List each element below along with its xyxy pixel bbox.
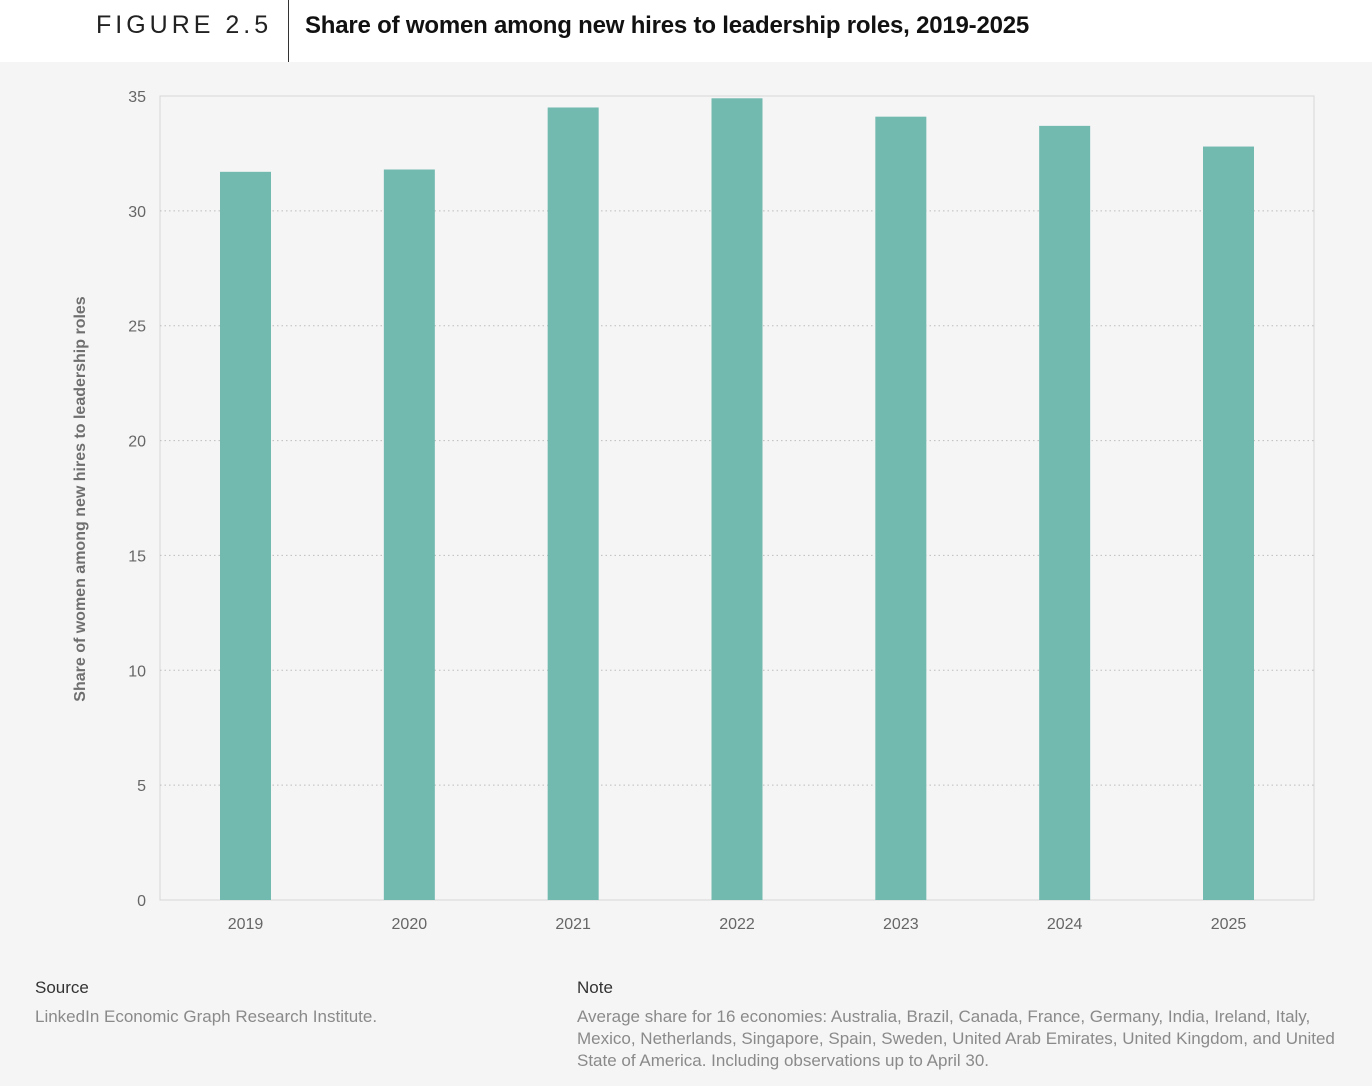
bar-2024 bbox=[1039, 125, 1091, 900]
source-text: LinkedIn Economic Graph Research Institu… bbox=[35, 1007, 378, 1026]
figure-title: Share of women among new hires to leader… bbox=[305, 12, 1030, 39]
x-tick-label: 2022 bbox=[719, 916, 755, 933]
figure-number: FIGURE 2.5 bbox=[96, 11, 273, 39]
x-tick-labels: 2019 2020 2021 2022 2023 2024 2025 bbox=[228, 916, 1247, 933]
bar-2019 bbox=[220, 171, 271, 900]
y-tick-label: 10 bbox=[128, 663, 146, 680]
y-tick-label: 35 bbox=[128, 89, 146, 106]
header-divider bbox=[288, 0, 289, 62]
note-text: Average share for 16 economies: Australi… bbox=[577, 1007, 1335, 1070]
y-tick-labels: 0 5 10 15 20 25 30 35 bbox=[128, 89, 146, 910]
x-tick-label: 2024 bbox=[1047, 916, 1083, 933]
bar-2025 bbox=[1203, 146, 1254, 901]
chart-panel: 0 5 10 15 20 25 30 35 2019 2020 2021 2022 2023 2024 2… bbox=[0, 62, 1372, 1086]
note-heading: Note bbox=[577, 978, 613, 997]
note-block: Note Average share for 16 economies: Aus… bbox=[577, 977, 1362, 1072]
figure-header: FIGURE 2.5 Share of women among new hire… bbox=[0, 0, 1372, 62]
bar-2020 bbox=[383, 169, 435, 901]
x-tick-label: 2025 bbox=[1211, 916, 1247, 933]
x-tick-label: 2021 bbox=[555, 916, 591, 933]
bar-2022 bbox=[711, 98, 763, 901]
x-tick-label: 2020 bbox=[392, 916, 428, 933]
y-tick-label: 30 bbox=[128, 204, 146, 221]
bar-2023 bbox=[875, 116, 927, 900]
y-tick-label: 25 bbox=[128, 319, 146, 336]
y-tick-label: 15 bbox=[128, 548, 146, 565]
x-tick-label: 2023 bbox=[883, 916, 919, 933]
y-tick-label: 0 bbox=[137, 893, 146, 910]
source-heading: Source bbox=[35, 978, 89, 997]
x-tick-label: 2019 bbox=[228, 916, 264, 933]
source-block: Source LinkedIn Economic Graph Research … bbox=[35, 977, 535, 1028]
bar-2021 bbox=[547, 107, 599, 900]
y-tick-label: 20 bbox=[128, 434, 146, 451]
y-tick-label: 5 bbox=[137, 778, 146, 795]
bars bbox=[220, 98, 1254, 901]
y-axis-label: Share of women among new hires to leader… bbox=[72, 296, 89, 702]
